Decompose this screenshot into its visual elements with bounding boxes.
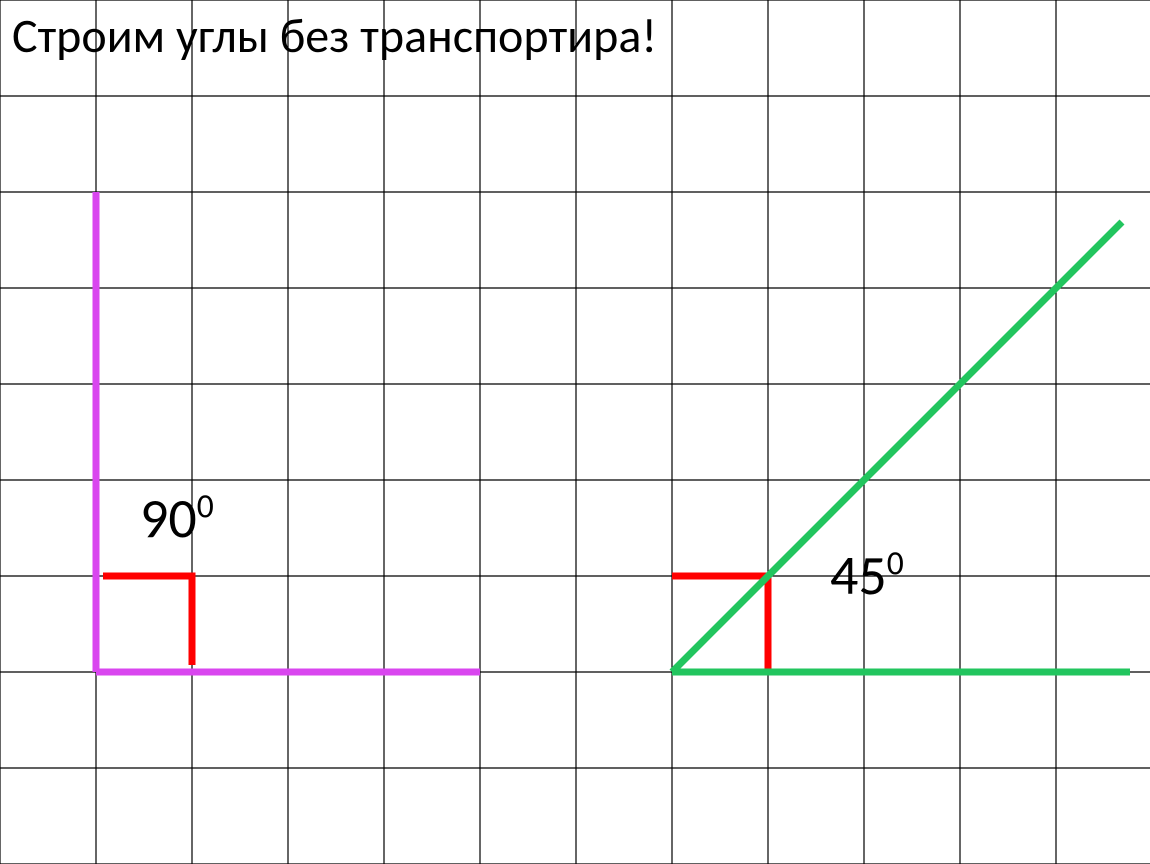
- angle-45-label: 450: [830, 542, 904, 610]
- grid: [0, 0, 1150, 864]
- diagram-stage: Строим углы без транспортира! 900 450: [0, 0, 1150, 864]
- angle-45-degree-mark: 0: [887, 543, 904, 584]
- angle-90-value: 90: [140, 485, 197, 553]
- page-title: Строим углы без транспортира!: [12, 6, 657, 65]
- page-title-text: Строим углы без транспортира!: [12, 6, 657, 65]
- angle-45-value: 45: [830, 542, 887, 610]
- angle-90-square-marker: [103, 576, 192, 665]
- diagram-svg: [0, 0, 1150, 864]
- angle-90-label: 900: [140, 485, 214, 553]
- angle-90-degree-mark: 0: [197, 486, 214, 527]
